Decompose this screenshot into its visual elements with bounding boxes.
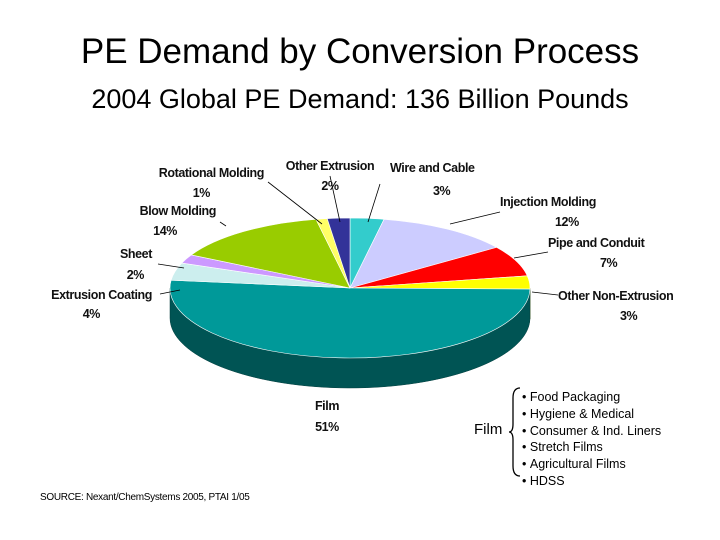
leader-line-other-non-extrusion	[531, 291, 559, 296]
pie-value-pipe-and-conduit: 7%	[600, 256, 618, 270]
pie-value-sheet: 2%	[127, 268, 145, 282]
pie-value-other-extrusion: 2%	[321, 179, 339, 193]
pie-slice-film	[169, 279, 531, 359]
film-item: Hygiene & Medical	[522, 406, 661, 423]
pie-value-extrusion-coating: 4%	[83, 307, 101, 321]
leader-line-other-extrusion	[329, 175, 341, 223]
pie-label-sheet: Sheet	[120, 247, 153, 261]
pie-label-extrusion-coating: Extrusion Coating	[51, 288, 152, 302]
pie-value-injection-molding: 12%	[555, 215, 579, 229]
film-item: Stretch Films	[522, 439, 661, 456]
film-item: Food Packaging	[522, 389, 661, 406]
pie-value-wire-and-cable: 3%	[433, 184, 451, 198]
slide-title: PE Demand by Conversion Process	[80, 32, 640, 71]
leader-line-rotational-molding	[267, 181, 323, 225]
leader-line-sheet	[157, 263, 185, 269]
pie-label-blow-molding: Blow Molding	[140, 204, 216, 218]
pie-label-injection-molding: Injection Molding	[500, 195, 596, 209]
leader-line-injection-molding	[449, 211, 501, 225]
leader-line-blow-molding	[219, 221, 227, 227]
source-note: SOURCE: Nexant/ChemSystems 2005, PTAI 1/…	[40, 492, 250, 503]
film-brace-icon	[508, 387, 521, 477]
pie-label-pipe-and-conduit: Pipe and Conduit	[548, 236, 646, 250]
pie-label-rotational-molding: Rotational Molding	[159, 166, 264, 180]
film-item: HDSS	[522, 473, 661, 490]
pie-label-other-extrusion: Other Extrusion	[286, 159, 374, 173]
leader-line-extrusion-coating	[159, 289, 181, 295]
pie-value-other-non-extrusion: 3%	[620, 309, 638, 323]
pie-value-film: 51%	[315, 420, 339, 434]
leader-line-wire-and-cable	[367, 183, 381, 223]
pie-slice-blow-molding	[190, 218, 351, 289]
pie-slice-other-extrusion	[326, 217, 351, 289]
pie-label-wire-and-cable: Wire and Cable	[390, 161, 475, 175]
pie-slice-injection-molding	[349, 218, 498, 289]
slide-subtitle: 2004 Global PE Demand: 136 Billion Pound…	[91, 84, 629, 114]
pie-label-film: Film	[315, 399, 339, 413]
film-breakdown-label: Film	[474, 421, 503, 438]
film-item: Consumer & Ind. Liners	[522, 423, 661, 440]
leader-line-pipe-and-conduit	[513, 251, 549, 259]
pie-value-blow-molding: 14%	[153, 224, 177, 238]
film-item: Agricultural Films	[522, 456, 661, 473]
pie-label-other-non-extrusion: Other Non-Extrusion	[558, 289, 673, 303]
pie-value-rotational-molding: 1%	[193, 186, 211, 200]
film-breakdown-list: Food Packaging Hygiene & Medical Consume…	[522, 389, 661, 490]
